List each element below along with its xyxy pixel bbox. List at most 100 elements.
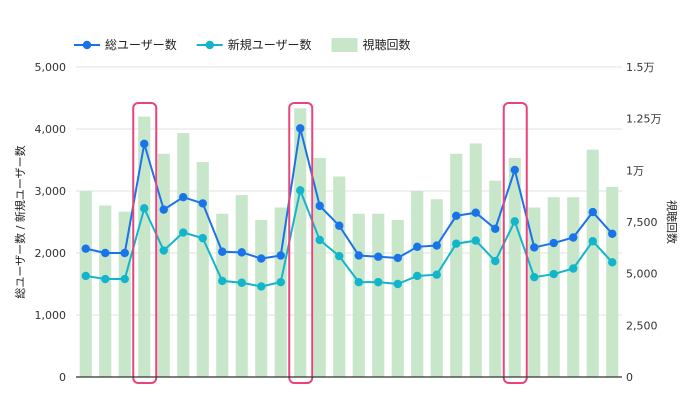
bar-views [255, 219, 268, 377]
legend-label: 視聴回数 [363, 37, 411, 52]
line-point [471, 236, 480, 245]
axes: 0 1,000 2,000 3,000 4,000 5,000 0 2,500 5,000 7,5… [35, 61, 662, 384]
line-point [491, 224, 500, 234]
line-point [432, 241, 441, 250]
y-left-tick-label: 2,000 [35, 247, 67, 260]
line-point [276, 251, 285, 260]
y-right-tick-label: 1万 [626, 164, 644, 177]
bar-views [216, 213, 229, 377]
bar-views [157, 153, 170, 377]
bar-views [606, 186, 619, 377]
line-point [452, 239, 461, 248]
line-point [276, 277, 285, 287]
y-right-tick-label: 7,500 [626, 216, 658, 229]
line-point [140, 139, 149, 149]
line-point [218, 247, 227, 256]
bar-views [547, 197, 560, 377]
line-series-1 [85, 186, 613, 288]
line-series [81, 124, 617, 291]
line-point [354, 277, 363, 287]
bar-views [274, 207, 287, 377]
line-point [81, 244, 90, 253]
y-left-tick-label: 4,000 [35, 123, 67, 136]
highlight-boxes [132, 102, 528, 384]
bar-views [99, 205, 112, 377]
line-point [120, 274, 129, 284]
line-point [120, 248, 129, 258]
bar-views [177, 133, 190, 377]
legend-label: 総ユーザー数 [105, 37, 177, 52]
bar-views [489, 180, 502, 377]
line-point [179, 228, 188, 237]
highlight-box [132, 102, 158, 384]
bar-views [138, 116, 151, 377]
bar-views [352, 213, 365, 377]
line-point [452, 211, 461, 220]
line-point [413, 242, 422, 251]
y-left-tick-label: 0 [59, 371, 66, 384]
line-point [159, 205, 168, 214]
y-right-tick-label: 5,000 [626, 268, 658, 281]
line-point [296, 124, 305, 133]
line-point [530, 243, 539, 252]
bar-views [372, 213, 385, 377]
line-point [393, 279, 402, 289]
bar-views [450, 153, 463, 377]
bar-views [567, 197, 580, 377]
y-left-tick-label: 5,000 [35, 61, 67, 74]
y-axis-left-title: 総ユーザー数 / 新規ユーザー数 [13, 145, 27, 298]
line-point [101, 274, 110, 284]
bar-views [586, 149, 599, 377]
bar-views [333, 176, 346, 377]
line-point [198, 233, 207, 243]
legend: 総ユーザー数 新規ユーザー数 視聴回数 [74, 37, 411, 52]
legend-swatch-bar [331, 38, 358, 52]
bar-views [294, 108, 307, 377]
legend-label: 新規ユーザー数 [228, 37, 312, 52]
bar-views [508, 157, 521, 377]
line-point [588, 207, 597, 217]
line-point [101, 248, 110, 258]
line-point [315, 235, 324, 245]
y-axis-right-title: 視聴回数 [665, 200, 679, 244]
line-point [432, 270, 441, 279]
line-point [471, 208, 480, 217]
highlight-box [502, 102, 528, 384]
line-point [491, 256, 500, 266]
line-point [588, 237, 597, 246]
line-point [237, 278, 246, 287]
line-point [315, 201, 324, 211]
bar-views [391, 219, 404, 377]
line-point [374, 252, 383, 261]
line-point [510, 165, 519, 175]
legend-swatch-dot [82, 40, 92, 50]
line-point [218, 276, 227, 286]
line-point [335, 251, 344, 261]
line-point [569, 233, 578, 242]
highlight-box [288, 102, 314, 384]
line-point [549, 269, 558, 279]
bar-views [196, 162, 209, 377]
line-point [354, 251, 363, 260]
bar-views [411, 191, 424, 377]
line-point [393, 253, 402, 263]
line-point [81, 271, 90, 281]
line-point [530, 272, 539, 282]
y-right-tick-label: 2,500 [626, 319, 658, 332]
bar-views [79, 191, 92, 377]
line-point [179, 193, 188, 202]
line-point [549, 238, 558, 248]
line-point [374, 277, 383, 287]
bar-views [430, 199, 443, 377]
line-point [140, 204, 149, 213]
line-series-0 [85, 128, 613, 260]
legend-swatch-dot [205, 40, 214, 50]
y-right-tick-label: 0 [626, 371, 633, 384]
y-left-tick-label: 3,000 [35, 185, 67, 198]
line-point [569, 264, 578, 273]
line-point [510, 217, 519, 226]
line-point [608, 258, 617, 267]
bar-views [118, 211, 131, 377]
line-point [237, 248, 246, 257]
line-point [257, 254, 266, 263]
